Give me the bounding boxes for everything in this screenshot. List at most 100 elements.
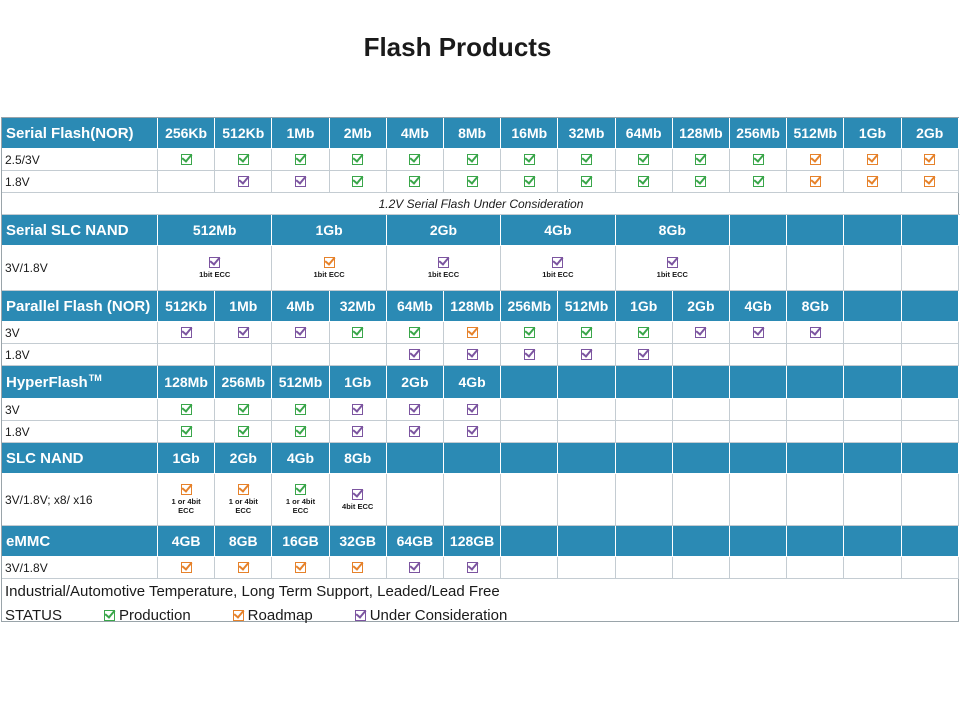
checkbox-check-icon xyxy=(352,404,364,415)
status-cell xyxy=(501,149,559,171)
status-cell xyxy=(444,149,502,171)
status-cell xyxy=(558,322,616,344)
checkbox-check-icon xyxy=(409,404,421,415)
ecc-note: 1bit ECC xyxy=(542,270,574,279)
column-header: 32GB xyxy=(329,526,387,557)
checkbox-check-icon xyxy=(209,257,221,268)
status-cell: 1 or 4bit ECC xyxy=(272,474,330,526)
column-header: 64Mb xyxy=(615,118,673,149)
ecc-note: 1bit ECC xyxy=(656,270,688,279)
empty-cell xyxy=(615,421,673,443)
status-cell xyxy=(272,399,330,421)
empty-cell xyxy=(672,421,730,443)
checkbox-check-icon xyxy=(237,404,249,415)
status-cell xyxy=(730,322,788,344)
checkbox-check-icon xyxy=(552,257,564,268)
column-header: 8Gb xyxy=(787,291,845,322)
checkbox-check-icon xyxy=(294,426,306,437)
empty-cell xyxy=(615,557,673,579)
checkbox-check-icon xyxy=(580,176,592,187)
checkbox-check-icon xyxy=(237,327,249,338)
row-label: 1.8V xyxy=(2,344,158,366)
column-header: 128Mb xyxy=(158,366,216,399)
row-label: 2.5/3V xyxy=(2,149,158,171)
checkbox-check-icon xyxy=(666,257,678,268)
empty-header-cell xyxy=(501,526,559,557)
status-cell xyxy=(787,322,845,344)
checkbox-check-icon xyxy=(294,154,306,165)
row-label: 3V/1.8V xyxy=(2,246,158,291)
status-cell xyxy=(444,171,502,193)
status-cell xyxy=(386,149,444,171)
checkbox-check-icon xyxy=(409,176,421,187)
column-header: 256Mb xyxy=(730,118,788,149)
empty-cell xyxy=(672,344,730,366)
status-cell xyxy=(901,149,959,171)
checkbox-check-icon xyxy=(352,176,364,187)
empty-header-cell xyxy=(901,366,959,399)
column-header: 512Mb xyxy=(158,215,273,246)
column-header: 512Kb xyxy=(215,118,273,149)
checkbox-check-icon xyxy=(409,327,421,338)
section-title: Serial Flash(NOR) xyxy=(6,124,134,142)
status-cell xyxy=(901,171,959,193)
section-header-label: Serial Flash(NOR) xyxy=(2,118,158,149)
status-cell xyxy=(158,399,216,421)
empty-header-cell xyxy=(844,526,902,557)
empty-cell xyxy=(844,322,902,344)
checkbox-check-icon xyxy=(466,426,478,437)
status-cell xyxy=(615,171,673,193)
empty-cell xyxy=(901,246,959,291)
checkbox-check-icon xyxy=(180,404,192,415)
column-header: 256Mb xyxy=(501,291,559,322)
status-cell xyxy=(386,557,444,579)
checkbox-check-icon xyxy=(523,327,535,338)
checkbox-check-icon xyxy=(466,562,478,573)
checkbox-check-icon xyxy=(237,176,249,187)
checkbox-check-icon xyxy=(437,257,449,268)
status-cell xyxy=(386,322,444,344)
column-header: 4Mb xyxy=(272,291,330,322)
status-legend: STATUS Production Roadmap Under Considerati… xyxy=(2,603,960,627)
column-header: 512Kb xyxy=(158,291,216,322)
empty-cell xyxy=(787,421,845,443)
empty-header-cell xyxy=(501,443,559,474)
checkbox-check-icon xyxy=(924,154,936,165)
status-cell xyxy=(158,557,216,579)
status-cell xyxy=(730,149,788,171)
ecc-note: 1 or 4bit ECC xyxy=(285,497,316,515)
column-header: 128GB xyxy=(444,526,502,557)
empty-cell xyxy=(787,474,845,526)
status-cell xyxy=(329,322,387,344)
empty-cell xyxy=(844,344,902,366)
page-title: Flash Products xyxy=(363,32,552,62)
status-cell xyxy=(158,171,216,193)
checkbox-check-icon xyxy=(466,154,478,165)
status-cell: 1bit ECC xyxy=(272,246,387,291)
status-cell xyxy=(844,149,902,171)
empty-header-cell xyxy=(844,291,902,322)
status-cell xyxy=(672,149,730,171)
column-header: 16Mb xyxy=(501,118,559,149)
empty-header-cell xyxy=(730,443,788,474)
column-header: 128Mb xyxy=(672,118,730,149)
status-cell: 1bit ECC xyxy=(386,246,502,291)
empty-header-cell xyxy=(558,366,616,399)
status-cell xyxy=(501,322,559,344)
checkbox-check-icon xyxy=(466,327,478,338)
column-header: 1Gb xyxy=(844,118,902,149)
checkbox-check-icon xyxy=(638,327,650,338)
status-cell xyxy=(787,149,845,171)
checkbox-check-icon xyxy=(409,426,421,437)
checkbox-check-icon xyxy=(638,349,650,360)
column-header: 256Mb xyxy=(215,366,273,399)
status-cell xyxy=(558,149,616,171)
empty-cell xyxy=(844,474,902,526)
empty-cell xyxy=(444,474,502,526)
empty-cell xyxy=(615,474,673,526)
empty-cell xyxy=(730,557,788,579)
checkbox-check-icon xyxy=(352,154,364,165)
checkbox-check-icon xyxy=(409,154,421,165)
section-header-label: HyperFlashTM xyxy=(2,366,158,399)
empty-cell xyxy=(844,246,902,291)
